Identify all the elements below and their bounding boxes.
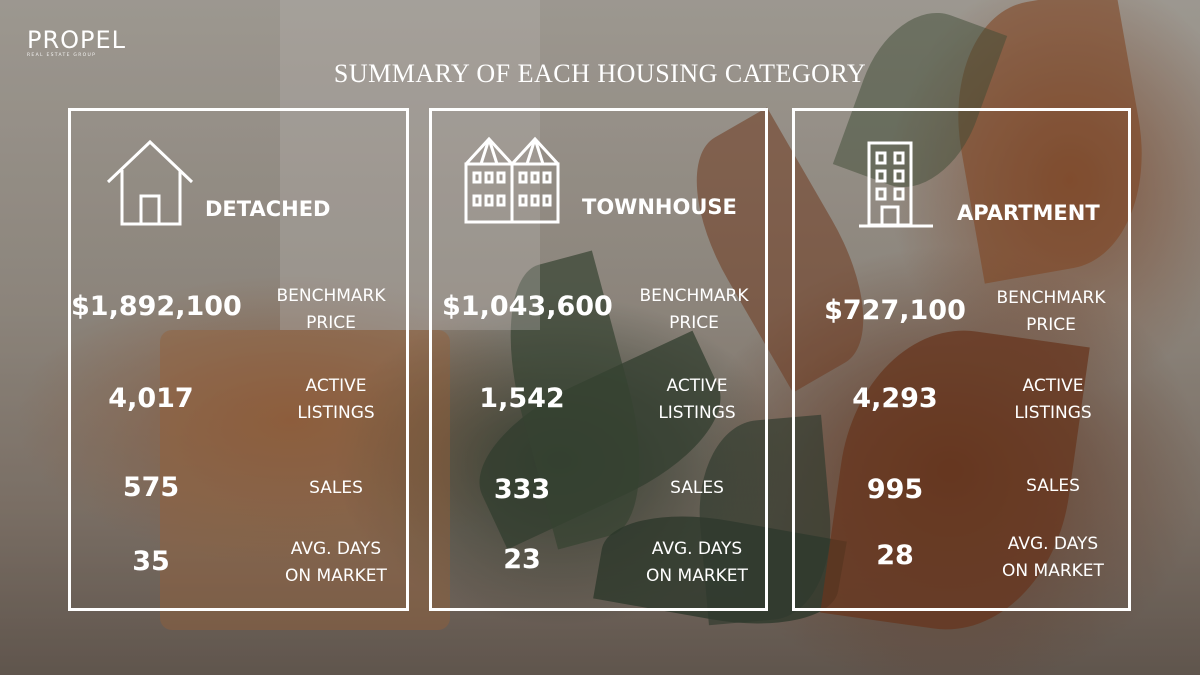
benchmark-price-label: BENCHMARK PRICE bbox=[639, 286, 749, 333]
avg-days-label: AVG. DAYS ON MARKET bbox=[1002, 534, 1104, 581]
house-icon bbox=[106, 139, 194, 226]
benchmark-price-value: $1,892,100 bbox=[71, 291, 242, 322]
active-listings-value: 1,542 bbox=[479, 383, 565, 414]
sales-value: 575 bbox=[122, 472, 180, 503]
avg-days-label: AVG. DAYS ON MARKET bbox=[285, 539, 387, 586]
sales-label: SALES bbox=[670, 478, 724, 498]
brand-logo: PROPEL REAL ESTATE GROUP bbox=[27, 28, 126, 58]
sales-label: SALES bbox=[1026, 476, 1080, 496]
category-label: TOWNHOUSE bbox=[582, 195, 737, 219]
active-listings-label: ACTIVE LISTINGS bbox=[297, 376, 375, 423]
benchmark-price-value: $727,100 bbox=[824, 295, 966, 326]
sales-value: 333 bbox=[493, 474, 551, 505]
category-label: DETACHED bbox=[205, 197, 331, 221]
sales-value: 995 bbox=[866, 474, 924, 505]
active-listings-label: ACTIVE LISTINGS bbox=[658, 376, 736, 423]
card-townhouse: TOWNHOUSE $1,043,600 BENCHMARK PRICE 1,54… bbox=[429, 108, 768, 611]
card-detached: DETACHED $1,892,100 BENCHMARK PRICE 4,017… bbox=[68, 108, 409, 611]
avg-days-value: 35 bbox=[132, 546, 170, 577]
benchmark-price-label: BENCHMARK PRICE bbox=[276, 286, 386, 333]
card-apartment: APARTMENT $727,100 BENCHMARK PRICE 4,293 … bbox=[792, 108, 1131, 611]
townhouse-icon bbox=[464, 136, 560, 224]
page-title: SUMMARY OF EACH HOUSING CATEGORY bbox=[333, 59, 867, 88]
logo-wordmark: PROPEL bbox=[27, 26, 127, 54]
benchmark-price-value: $1,043,600 bbox=[442, 291, 613, 322]
active-listings-value: 4,293 bbox=[852, 383, 938, 414]
avg-days-label: AVG. DAYS ON MARKET bbox=[646, 539, 748, 586]
category-label: APARTMENT bbox=[957, 201, 1100, 225]
logo-tagline: REAL ESTATE GROUP bbox=[27, 53, 97, 58]
avg-days-value: 28 bbox=[876, 540, 914, 571]
benchmark-price-label: BENCHMARK PRICE bbox=[996, 288, 1106, 335]
active-listings-value: 4,017 bbox=[108, 383, 194, 414]
active-listings-label: ACTIVE LISTINGS bbox=[1014, 376, 1092, 423]
sales-label: SALES bbox=[309, 478, 363, 498]
apartment-building-icon bbox=[859, 141, 933, 228]
avg-days-value: 23 bbox=[503, 544, 541, 575]
